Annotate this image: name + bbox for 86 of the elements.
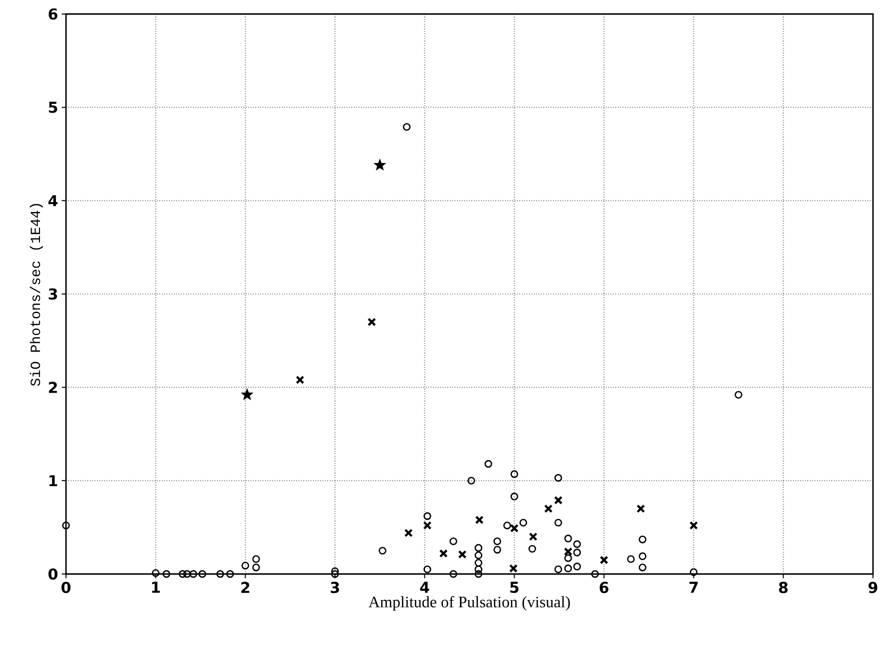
point [198,570,206,578]
point [484,460,492,468]
point [689,521,698,530]
point [734,390,742,399]
point [636,504,646,513]
x-axis-title: Amplitude of Pulsation (visual) [368,596,570,611]
x-tick-label: 9 [868,582,878,594]
x-tick-label: 7 [689,582,698,593]
point [564,564,572,572]
point [503,522,512,530]
point [519,518,528,527]
point [510,524,519,533]
y-tick-label: 1 [49,475,58,486]
point [152,569,160,577]
point [252,555,260,563]
y-tick-label: 4 [48,195,58,206]
point [178,570,186,578]
y-tick-label: 5 [48,102,58,113]
point [424,565,432,574]
point [450,537,458,546]
point [638,536,646,544]
point [474,570,482,578]
point [528,544,536,553]
x-tick-label: 6 [600,582,608,594]
y-axis-title: SiO Photons/sec (1E44) [30,204,43,386]
point [475,516,484,524]
point [554,496,563,505]
point [450,570,458,578]
point [189,570,198,578]
point [638,564,646,572]
x-tick-label: 0 [62,582,70,594]
point [402,123,411,131]
point [467,476,476,485]
point [554,518,562,527]
point [528,532,538,541]
point [573,540,581,548]
point [374,158,386,170]
point [404,528,413,538]
point [458,550,467,559]
point [554,565,562,574]
point [423,521,432,530]
point [544,504,553,513]
point [331,567,339,576]
point [573,548,581,556]
point [424,512,432,520]
x-tick-label: 5 [510,582,518,593]
x-tick-label: 4 [420,582,430,593]
point [493,546,502,554]
point [554,474,562,482]
y-tick-label: 2 [48,382,57,393]
point [241,562,250,570]
x-tick-label: 2 [241,582,250,593]
point [162,570,170,578]
point [474,544,482,552]
point [474,551,482,560]
point [183,570,191,578]
point [252,564,260,572]
point [638,552,646,560]
y-tick-label: 0 [48,568,58,580]
point [474,565,482,574]
point [226,570,234,578]
x-tick-label: 3 [330,582,340,594]
point [600,556,608,564]
point [241,388,254,400]
point [378,546,386,555]
point [493,537,502,546]
point [510,492,518,500]
point [331,570,339,578]
y-tick-label: 6 [48,8,58,20]
point [564,534,572,542]
point [296,376,304,384]
point [510,470,518,478]
point [591,570,599,578]
point [564,554,572,562]
point [62,522,70,530]
point [474,558,482,567]
y-tick-label: 3 [48,288,57,300]
point [509,564,518,573]
point [216,570,224,578]
point [367,318,376,326]
x-tick-label: 8 [779,582,788,594]
x-tick-label: 1 [152,582,160,593]
point [439,549,448,558]
point [627,555,635,563]
point [690,568,698,576]
point [573,562,581,570]
